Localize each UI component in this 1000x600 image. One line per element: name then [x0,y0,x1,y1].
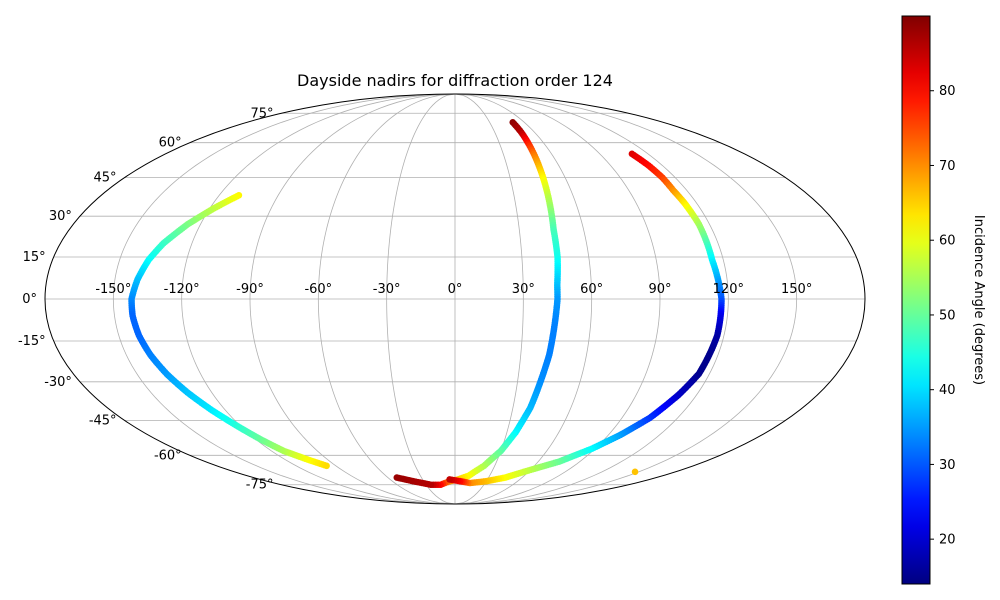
scatter-point [631,468,639,476]
meridian-line [249,94,456,504]
meridian-line [454,94,661,504]
graticule [45,94,865,504]
meridian-line [317,94,456,504]
map-area: -150° -120° -90° -60° -30° 0° 30° 60° 90° 120° 150… [18,93,866,505]
latitude-tick-label: 15° [23,250,46,265]
longitude-tick-label: -120° [164,282,200,297]
scatter-point [323,462,330,470]
longitude-tick-label: -60° [304,282,332,297]
latitude-tick-label: -45° [89,413,117,428]
latitude-tick-label: -15° [18,334,46,349]
longitude-tick-label: 150° [781,282,812,297]
chart-title: Dayside nadirs for diffraction order 124 [297,71,613,90]
longitude-tick-label: 0° [448,282,463,297]
meridian-line [454,94,798,504]
latitude-tick-label: 75° [250,106,273,121]
map-outline [44,93,866,505]
colorbar-tick-label: 60 [939,234,956,249]
longitude-tick-labels: -150° -120° -90° -60° -30° 0° 30° 60° 90° 120° 150… [95,282,812,297]
latitude-tick-label: -60° [154,448,182,463]
colorbar-tick-label: 30 [939,458,956,473]
colorbar-label: Incidence Angle (degrees) [971,215,986,385]
longitude-tick-label: 120° [713,282,744,297]
latitude-tick-label: -75° [246,478,274,493]
meridian-line [454,94,593,504]
latitude-tick-label: 30° [49,209,72,224]
meridian-line [181,94,456,504]
colorbar-gradient [901,15,931,585]
latitude-tick-label: 0° [22,292,37,307]
longitude-tick-label: 90° [648,282,671,297]
scatter-point [446,476,453,483]
scatter-points [128,119,725,489]
colorbar: 20 30 40 50 60 70 80 Incidence Angle (degrees) [901,15,986,585]
meridian-line [112,94,456,504]
latitude-tick-label: 60° [159,136,182,151]
meridian-line [454,94,729,504]
scatter-point [393,474,401,481]
longitude-tick-label: 60° [580,282,603,297]
colorbar-tick-label: 40 [939,383,956,398]
longitude-tick-label: 30° [512,282,535,297]
colorbar-ticks: 20 30 40 50 60 70 80 [930,84,956,548]
latitude-tick-labels: -75° -60° -45° -30° -15° 0° 15° 30° 45° 60° 75° [18,106,274,492]
meridian-line [386,94,456,504]
colorbar-tick-label: 70 [939,159,956,174]
longitude-tick-label: -90° [236,282,264,297]
longitude-tick-label: -150° [95,282,131,297]
longitude-tick-label: -30° [373,282,401,297]
colorbar-tick-label: 20 [939,533,956,548]
latitude-tick-label: -30° [44,375,72,390]
colorbar-tick-label: 80 [939,84,956,99]
latitude-tick-label: 45° [94,171,117,186]
colorbar-tick-label: 50 [939,308,956,323]
